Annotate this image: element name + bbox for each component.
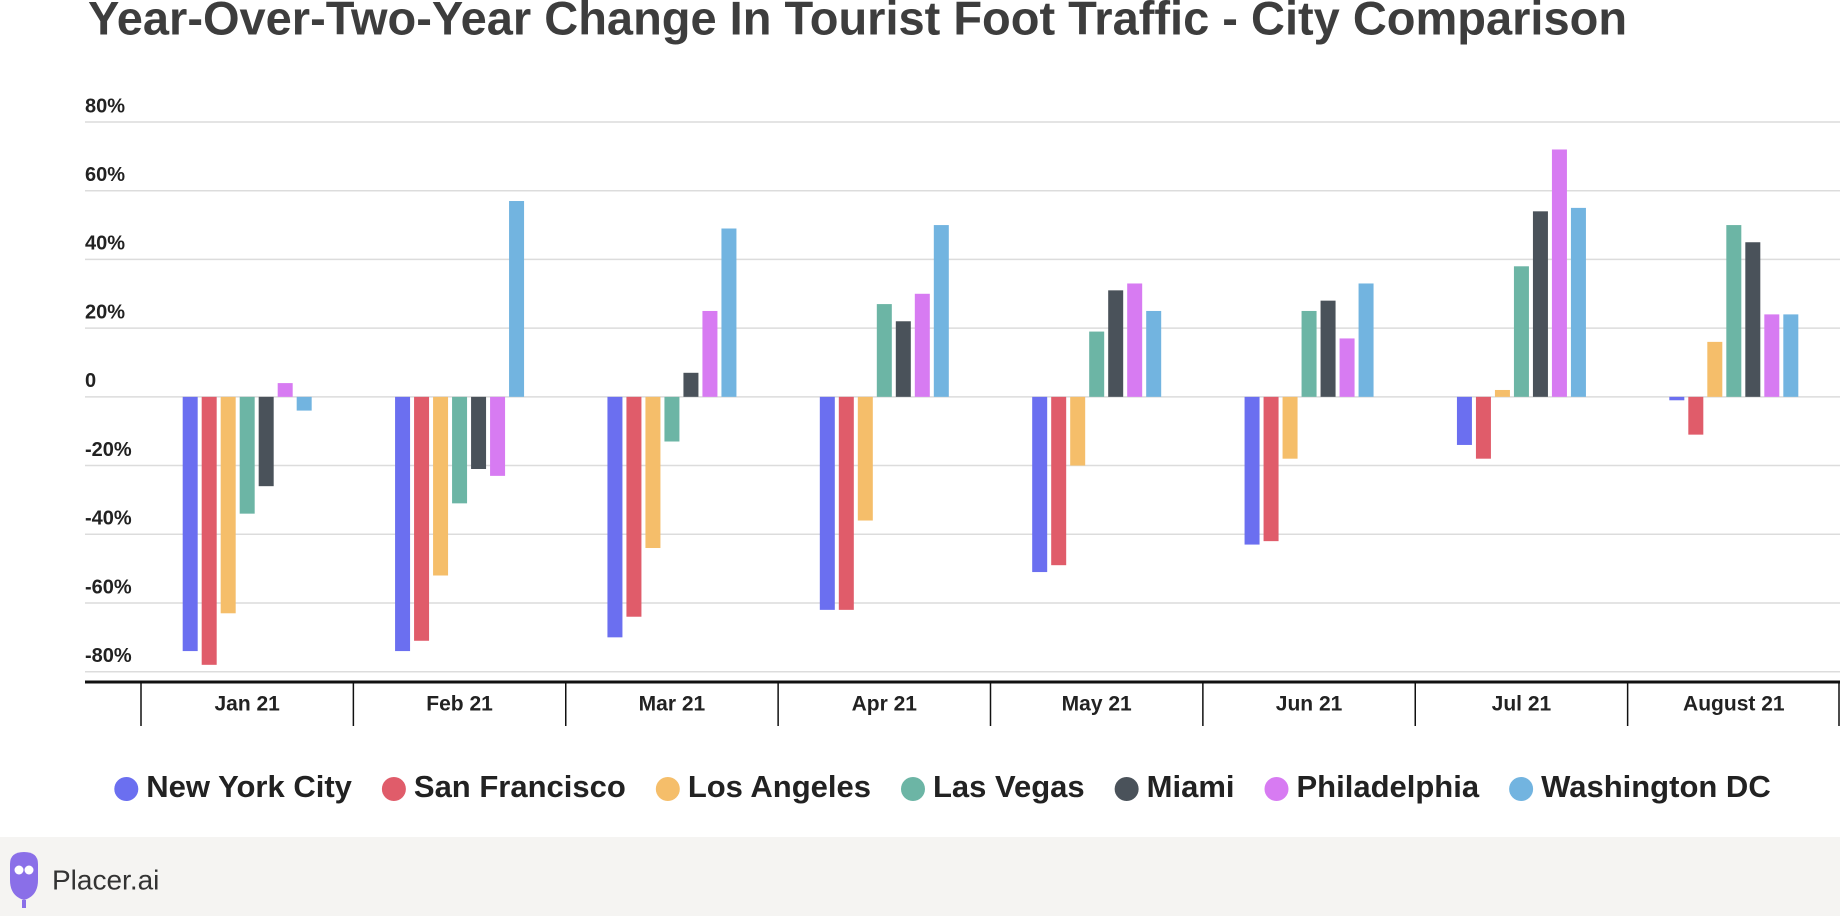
y-tick-label: 40% [85,233,125,255]
bar [838,396,854,610]
bar [607,396,623,638]
legend-swatch [1509,777,1534,801]
chart-title: Year-Over-Two-Year Change In Tourist Foo… [88,0,1627,44]
bar [645,396,661,549]
y-tick-label: 80% [85,95,125,117]
bar [201,396,217,665]
bar [1032,396,1048,573]
bar [702,310,718,397]
bar [471,396,487,469]
bar [395,396,411,652]
bar [1358,283,1374,397]
bar [1532,211,1548,397]
bar [1051,396,1067,566]
logo-eye [24,865,34,875]
bar [683,372,699,397]
bar [1669,396,1685,401]
bar [1688,396,1704,435]
bar [1263,396,1279,542]
bar [1456,396,1472,445]
bar [239,396,255,514]
bar [819,396,835,610]
bar [509,201,525,397]
y-tick-label: 0 [85,370,96,392]
y-tick-label: 20% [85,301,125,323]
footer [0,837,1840,916]
legend-label: Miami [1147,769,1235,804]
x-tick-label: Apr 21 [852,693,918,716]
x-tick-label: Jul 21 [1492,693,1552,716]
bar [1783,314,1799,397]
bar [1127,283,1143,397]
legend-swatch [900,777,925,801]
bar [1745,242,1761,397]
bar [490,396,506,476]
legend-swatch [114,777,139,801]
x-tick-label: Feb 21 [426,693,493,716]
bar [876,304,892,397]
legend-label: New York City [146,769,352,804]
legend-swatch [381,777,406,801]
bar [914,293,930,397]
bar [1551,149,1567,397]
bar [1494,389,1510,397]
bar [1320,300,1336,397]
bar [1339,338,1355,397]
logo-stem [22,900,26,908]
y-tick-label: 60% [85,164,125,186]
bar [1764,314,1780,397]
legend-label: Philadelphia [1297,769,1480,804]
legend-swatch [655,777,680,801]
bar [1707,341,1723,397]
logo [10,852,38,908]
bar [664,396,680,442]
legend-swatch [1264,777,1289,801]
bar [433,396,449,576]
bar [1146,310,1162,397]
bar [414,396,430,641]
bar [182,396,198,652]
bar [626,396,642,617]
bar [1282,396,1298,459]
legend-swatch [1114,777,1139,801]
y-tick-label: -80% [85,645,132,667]
x-tick-label: May 21 [1062,693,1132,716]
logo-body [10,852,38,900]
bar [857,396,873,521]
logo-eye [14,865,24,875]
x-tick-label: Jan 21 [214,693,280,716]
bar [1108,290,1124,397]
bar [1089,331,1105,397]
bar [1513,266,1529,397]
bar [452,396,468,504]
bar [296,396,312,411]
legend-label: Washington DC [1541,769,1771,804]
bar [1726,225,1742,397]
x-tick-label: Jun 21 [1276,693,1343,716]
bar [258,396,274,487]
bar [1475,396,1491,459]
bar [721,228,737,397]
bar [277,383,293,397]
legend-label: Las Vegas [933,769,1085,804]
x-tick-label: Mar 21 [639,693,706,716]
legend-label: San Francisco [414,769,626,804]
x-tick-label: August 21 [1683,693,1785,716]
y-tick-label: -20% [85,439,132,461]
bar [1570,207,1586,397]
legend-label: Los Angeles [688,769,871,804]
legend: New York City San Francisco Los Angeles Las… [114,769,1771,804]
bar [220,396,236,614]
bar [1301,310,1317,397]
bar [895,321,911,397]
y-tick-label: -40% [85,508,132,530]
bar [1070,396,1086,466]
y-tick-label: -60% [85,576,132,598]
brand: Placer.ai [52,864,159,895]
bar [933,225,949,397]
bar [1244,396,1260,545]
